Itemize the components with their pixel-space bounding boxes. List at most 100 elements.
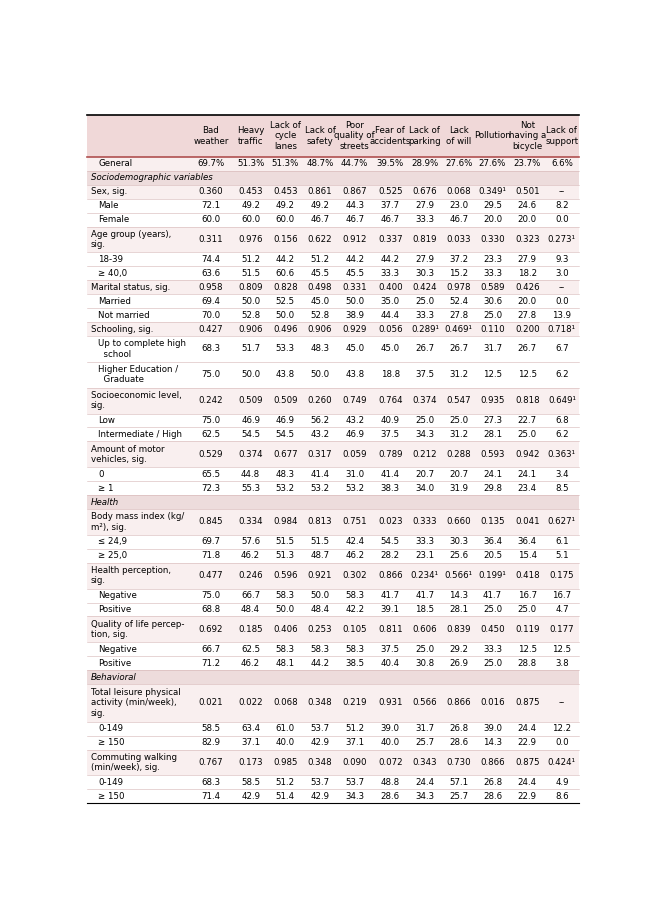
Text: 33.3: 33.3 <box>415 311 434 319</box>
Text: 0.496: 0.496 <box>273 325 298 334</box>
Text: 27.9: 27.9 <box>517 255 537 264</box>
Text: 75.0: 75.0 <box>202 370 220 379</box>
Text: 6.8: 6.8 <box>555 416 569 425</box>
Text: 0.105: 0.105 <box>343 625 367 634</box>
Text: 53.2: 53.2 <box>276 483 295 493</box>
Text: 25.7: 25.7 <box>415 738 434 747</box>
Text: 45.0: 45.0 <box>345 345 364 354</box>
Text: 58.3: 58.3 <box>345 591 364 600</box>
Text: 0.818: 0.818 <box>515 396 540 405</box>
Bar <box>88 535 578 549</box>
Text: 43.2: 43.2 <box>345 416 364 425</box>
Text: 0.175: 0.175 <box>550 571 574 580</box>
Text: 6.7: 6.7 <box>555 345 569 354</box>
Text: 46.2: 46.2 <box>241 658 260 668</box>
Text: 20.7: 20.7 <box>415 470 434 479</box>
Text: Health: Health <box>90 498 119 507</box>
Text: Not married: Not married <box>98 311 150 319</box>
Text: 38.5: 38.5 <box>345 658 364 668</box>
Text: 0.906: 0.906 <box>239 325 263 334</box>
Text: 30.8: 30.8 <box>415 658 434 668</box>
Text: 0.875: 0.875 <box>515 758 540 767</box>
Text: 25.0: 25.0 <box>415 645 434 654</box>
Text: --: -- <box>559 187 565 196</box>
Text: 41.4: 41.4 <box>381 470 400 479</box>
Text: 54.5: 54.5 <box>276 430 295 439</box>
Text: 51.3%: 51.3% <box>237 160 265 169</box>
Text: 0.311: 0.311 <box>199 235 223 244</box>
Text: 38.9: 38.9 <box>345 311 364 319</box>
Text: 48.3: 48.3 <box>311 345 330 354</box>
Text: General: General <box>98 160 133 169</box>
Text: 14.3: 14.3 <box>449 591 468 600</box>
Text: 0.875: 0.875 <box>515 698 540 707</box>
Text: 33.3: 33.3 <box>381 268 400 278</box>
Text: 0.547: 0.547 <box>447 396 471 405</box>
Text: 0-149: 0-149 <box>98 725 124 733</box>
Text: 0.767: 0.767 <box>199 758 223 767</box>
Text: Lack
of will: Lack of will <box>446 126 471 146</box>
Text: 25.0: 25.0 <box>415 297 434 306</box>
Text: 53.3: 53.3 <box>276 345 295 354</box>
Text: 0.509: 0.509 <box>273 396 298 405</box>
Text: 27.3: 27.3 <box>483 416 502 425</box>
Text: 0.912: 0.912 <box>343 235 367 244</box>
Text: 57.1: 57.1 <box>449 778 468 787</box>
Text: 0.861: 0.861 <box>307 187 332 196</box>
Text: 37.5: 37.5 <box>381 645 400 654</box>
Text: 33.3: 33.3 <box>415 215 434 224</box>
Text: 18.2: 18.2 <box>517 268 537 278</box>
Text: 53.7: 53.7 <box>311 778 330 787</box>
Text: 0.343: 0.343 <box>413 758 437 767</box>
Text: Lack of
safety: Lack of safety <box>305 126 335 146</box>
Text: 22.9: 22.9 <box>517 792 537 801</box>
Text: Pollution: Pollution <box>474 132 511 141</box>
Text: Married: Married <box>98 297 131 306</box>
Bar <box>88 617 578 642</box>
Text: 0.593: 0.593 <box>480 450 505 459</box>
Text: 46.9: 46.9 <box>276 416 295 425</box>
Text: 0.764: 0.764 <box>378 396 402 405</box>
Text: 56.2: 56.2 <box>311 416 330 425</box>
Text: 35.0: 35.0 <box>381 297 400 306</box>
Text: 46.2: 46.2 <box>345 551 364 561</box>
Text: 54.5: 54.5 <box>381 537 400 546</box>
Text: ≥ 150: ≥ 150 <box>98 792 125 801</box>
Text: 43.2: 43.2 <box>311 430 330 439</box>
Text: 29.2: 29.2 <box>449 645 468 654</box>
Bar <box>88 509 578 535</box>
Text: 0.426: 0.426 <box>515 283 540 292</box>
Text: 50.0: 50.0 <box>311 370 330 379</box>
Text: 40.4: 40.4 <box>381 658 400 668</box>
Text: 58.5: 58.5 <box>241 778 260 787</box>
Text: 23.3: 23.3 <box>483 255 502 264</box>
Text: 52.4: 52.4 <box>449 297 468 306</box>
Text: 6.2: 6.2 <box>555 370 569 379</box>
Text: 72.1: 72.1 <box>202 201 220 210</box>
Text: 24.4: 24.4 <box>415 778 434 787</box>
Text: 0.033: 0.033 <box>447 235 471 244</box>
Text: 50.0: 50.0 <box>311 591 330 600</box>
Text: 34.3: 34.3 <box>345 792 364 801</box>
Text: 0.789: 0.789 <box>378 450 402 459</box>
Text: 46.9: 46.9 <box>345 430 364 439</box>
Text: 31.2: 31.2 <box>449 430 468 439</box>
Text: 0.477: 0.477 <box>199 571 223 580</box>
Text: Positive: Positive <box>98 605 131 614</box>
Text: Lack of
support: Lack of support <box>545 126 578 146</box>
Text: Body mass index (kg/
m²), sig.: Body mass index (kg/ m²), sig. <box>90 512 184 532</box>
Text: 39.1: 39.1 <box>381 605 400 614</box>
Text: Not
having a
bicycle: Not having a bicycle <box>508 121 546 151</box>
Text: 0.931: 0.931 <box>378 698 402 707</box>
Text: 38.3: 38.3 <box>381 483 400 493</box>
Text: 0.022: 0.022 <box>239 698 263 707</box>
Text: 51.7: 51.7 <box>241 345 260 354</box>
Text: 63.4: 63.4 <box>241 725 260 733</box>
Text: 0.866: 0.866 <box>447 698 471 707</box>
Text: 0.622: 0.622 <box>307 235 332 244</box>
Text: 45.5: 45.5 <box>345 268 364 278</box>
Text: 37.7: 37.7 <box>381 201 400 210</box>
Text: 0.660: 0.660 <box>447 518 471 526</box>
Text: Age group (years),
sig.: Age group (years), sig. <box>90 229 171 249</box>
Text: 42.4: 42.4 <box>345 537 364 546</box>
